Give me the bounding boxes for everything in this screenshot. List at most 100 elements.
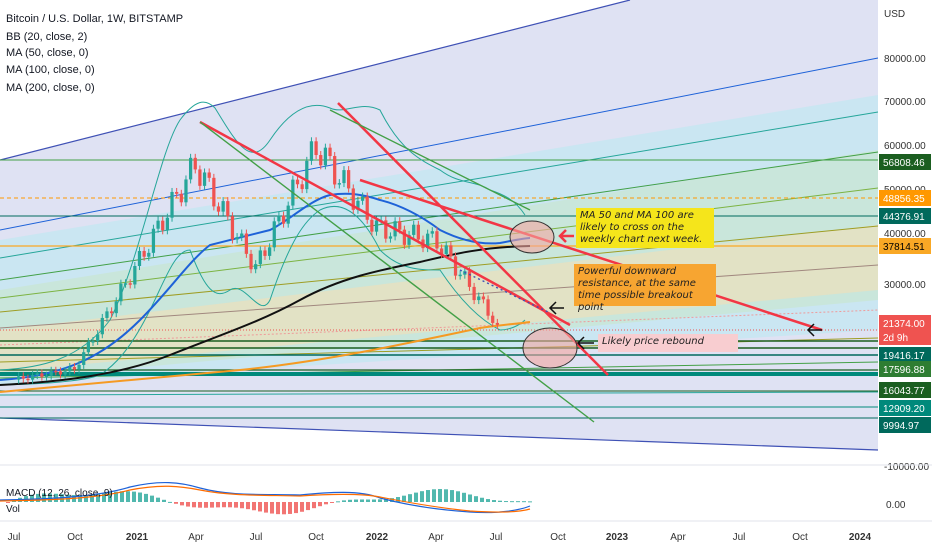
candle-body [170,191,174,218]
arrow-resistance-icon [548,301,564,315]
candle-body [179,193,183,203]
macd-bar [378,499,382,502]
candle-body [165,217,169,231]
indicator-ma200: MA (200, close, 0) [6,82,95,94]
price-tag: 37814.51 [883,242,925,253]
macd-bar [132,491,136,502]
chart-title: Bitcoin / U.S. Dollar, 1W, BITSTAMP [6,13,183,25]
price-tag: 19416.17 [883,351,925,362]
indicator-ma100: MA (100, close, 0) [6,64,95,76]
candle-body [416,224,420,240]
x-tick-label: Oct [308,532,324,543]
arrow-rebound-icon [576,336,594,350]
macd-pane: MACD (12, 26, close, 9) Vol 0.00 [0,464,932,521]
candle-body [374,220,379,232]
ma100-line [0,245,531,386]
price-tag-bg [879,154,931,170]
x-tick-label: Jul [8,532,21,543]
x-tick-label: Oct [67,532,83,543]
time-axis: Jul Oct 2021 Apr Jul Oct 2022 Apr Jul Oct 2023 Apr J… [0,520,932,550]
macd-bar [372,499,376,502]
candle-body [254,264,258,270]
macd-bar [90,494,94,502]
price-tag: 21374.00 [883,319,925,330]
macd-bar [426,490,430,502]
candle-body [430,231,434,234]
macd-bar [162,499,166,502]
candle-body [333,156,337,185]
candle-body [365,196,369,220]
candle-body [193,157,197,170]
macd-bar [480,497,484,502]
x-tick-label: Jul [733,532,746,543]
macd-bar [420,491,424,502]
candle-body [370,219,374,232]
candle-body [63,371,67,375]
candle-body [26,378,30,381]
candles [17,137,499,384]
candle-body [481,296,486,300]
macd-bar [180,502,184,506]
candle-body [295,179,300,185]
macd-bar [270,502,274,514]
macd-bar [240,502,244,509]
x-tick-label: 2024 [849,532,872,543]
candle-body [128,283,132,285]
candle-body [109,311,114,314]
candle-body [161,220,165,231]
candle-body [77,364,81,370]
macd-bar [300,502,304,512]
annotation-marks [509,220,822,369]
macd-bar [336,501,340,503]
macd-bar [204,502,208,508]
candle-body [175,191,179,194]
macd-bar [174,502,178,504]
price-tag: 12909.20 [883,404,925,415]
candle-body [72,366,77,370]
candle-body [323,147,328,166]
macd-bar [516,501,520,503]
price-tag: 2d 9h [883,333,908,344]
annotation-resistance: Powerful downward resistance, at the sam… [574,264,716,313]
macd-bar [96,494,100,502]
price-tag: 44376.91 [883,212,925,223]
x-tick-label: Apr [188,532,204,543]
macd-bar [114,491,118,502]
y-tick-label: 40000.00 [884,229,926,240]
macd-bar [222,502,226,508]
candle-body [100,317,104,335]
candle-body [449,245,453,257]
candle-body [184,179,188,203]
candle-body [86,341,90,353]
price-tag-bg [879,329,931,345]
macd-bar [228,502,232,508]
candle-body [347,170,351,189]
macd-bar [402,495,406,502]
macd-bar [36,493,40,502]
macd-bar [432,489,436,502]
macd-bar [456,491,460,502]
macd-bar [288,502,292,514]
ma50-line [0,192,531,381]
candle-body [133,266,137,285]
candle-body [272,221,276,248]
candle-body [495,322,499,325]
macd-bar [408,494,412,502]
macd-bar [342,500,346,502]
vol-label: Vol [6,504,20,515]
candle-body [49,370,53,376]
macd-bar [450,490,454,502]
price-tag-bg [879,347,931,363]
macd-bar [168,501,172,503]
indicator-ma50: MA (50, close, 0) [6,47,89,59]
y-tick-label: 60000.00 [884,141,926,152]
x-tick-label: Oct [550,532,566,543]
macd-bar [510,501,514,503]
price-tag-bg [879,417,931,433]
candle-body [258,250,262,265]
candle-body [44,375,49,378]
candle-body [281,215,286,224]
macd-bar [126,491,130,502]
